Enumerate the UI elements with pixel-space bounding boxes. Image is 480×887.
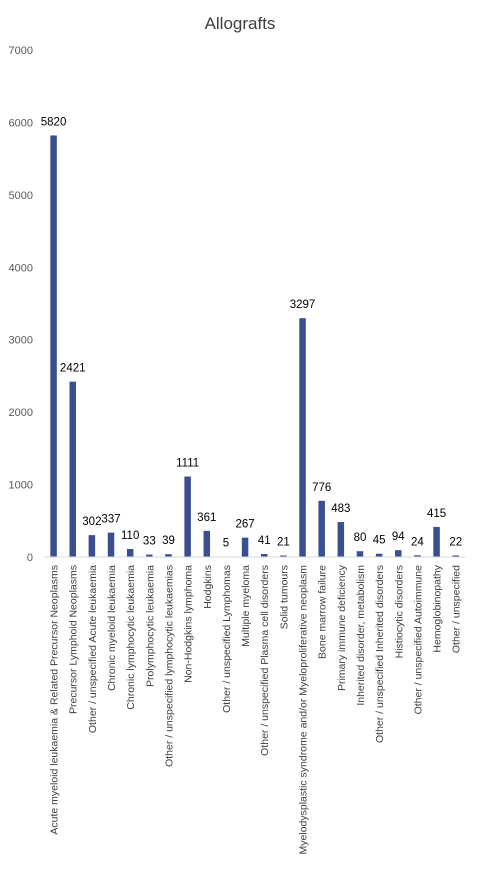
data-label: 1111 xyxy=(176,458,199,470)
bar xyxy=(395,550,402,557)
bar xyxy=(107,532,115,557)
x-tick-label: Hemoglobinopathy xyxy=(432,564,444,652)
bar xyxy=(414,555,421,557)
y-tick-label: 0 xyxy=(27,552,33,564)
x-tick-label: Acute myeloid leukaemia & Related Precur… xyxy=(49,565,61,835)
bar xyxy=(184,476,191,557)
data-label: 110 xyxy=(121,530,139,542)
bar xyxy=(260,554,268,557)
bar xyxy=(126,549,134,557)
data-label: 337 xyxy=(101,514,120,526)
x-axis: Acute myeloid leukaemia & Related Precur… xyxy=(44,556,466,855)
y-tick-label: 7000 xyxy=(9,45,33,57)
bar xyxy=(241,537,249,557)
x-tick-label: Myelodysplastic syndrome and/or Myelopro… xyxy=(298,565,310,855)
y-tick-label: 1000 xyxy=(9,480,33,492)
x-tick-label: Chronic lymphocytic leukaemia xyxy=(125,565,137,710)
data-label: 94 xyxy=(392,531,405,543)
data-label: 776 xyxy=(312,482,331,494)
x-tick-label: Primary immune deficiency xyxy=(336,564,348,691)
data-label: 415 xyxy=(427,508,446,520)
y-tick-label: 3000 xyxy=(9,335,33,347)
data-label: 39 xyxy=(162,535,175,547)
x-tick-label: Other / unspecified Inherited disorders xyxy=(374,565,386,743)
bar xyxy=(356,551,364,557)
data-label: 24 xyxy=(411,536,424,548)
y-tick-label: 4000 xyxy=(9,262,33,274)
x-tick-label: Solid tumours xyxy=(278,565,290,629)
data-label: 33 xyxy=(143,536,156,548)
data-label: 302 xyxy=(82,516,101,528)
data-label: 80 xyxy=(354,532,367,544)
x-tick-label: Other / unspecified Plasma cell disorder… xyxy=(259,565,271,756)
x-tick-label: Other / unspecified lymphocytic leukaemi… xyxy=(163,565,175,767)
bars-group xyxy=(50,135,459,558)
x-tick-label: Other / unspecified Acute leukaemia xyxy=(87,565,99,733)
x-tick-label: Other / unspecified Autoimmune xyxy=(412,565,424,715)
bar xyxy=(337,522,345,557)
data-label: 267 xyxy=(235,519,254,531)
bar xyxy=(299,318,306,557)
data-label: 41 xyxy=(258,535,271,547)
x-tick-label: Hodgkins xyxy=(202,565,214,609)
x-tick-label: Bone marrow failure xyxy=(317,565,329,659)
x-tick-label: Histiocytic disorders xyxy=(393,565,405,658)
y-tick-label: 2000 xyxy=(9,407,33,419)
data-label: 21 xyxy=(277,536,290,548)
chart-title: Allografts xyxy=(205,14,276,33)
bar xyxy=(433,526,440,557)
bar xyxy=(452,555,459,557)
x-tick-label: Inherited disorder, metabolism xyxy=(355,565,367,706)
data-label: 3297 xyxy=(290,299,316,311)
bar xyxy=(203,530,211,557)
x-tick-label: Other / unspecified xyxy=(451,565,463,653)
bar xyxy=(280,555,287,557)
data-label: 361 xyxy=(197,512,216,524)
bar xyxy=(50,135,57,558)
bar xyxy=(88,535,96,557)
x-tick-label: Non-Hodgkins lymphoma xyxy=(183,565,195,683)
bar xyxy=(318,500,325,557)
x-tick-label: Chronic myeloid leukaemia xyxy=(106,565,118,691)
data-label: 5820 xyxy=(41,116,67,128)
data-label: 22 xyxy=(449,536,462,548)
y-tick-label: 6000 xyxy=(9,117,33,129)
bar xyxy=(69,381,76,557)
data-label: 2421 xyxy=(60,363,86,375)
bar xyxy=(165,554,172,557)
bar xyxy=(146,554,153,557)
y-axis: 0 1000 2000 3000 4000 5000 6000 7000 xyxy=(9,45,33,564)
data-label: 45 xyxy=(373,535,386,547)
bar xyxy=(375,553,383,557)
data-label: 483 xyxy=(331,503,350,515)
x-tick-label: Prolymphocytic leukaemia xyxy=(144,565,156,687)
y-tick-label: 5000 xyxy=(9,190,33,202)
x-tick-label: Other / unspecified Lymphomas xyxy=(221,565,233,713)
data-label: 5 xyxy=(223,538,229,550)
x-tick-label: Multiple myeloma xyxy=(240,565,252,647)
x-tick-label: Precursor Lymphoid Neoplasms xyxy=(68,565,80,714)
